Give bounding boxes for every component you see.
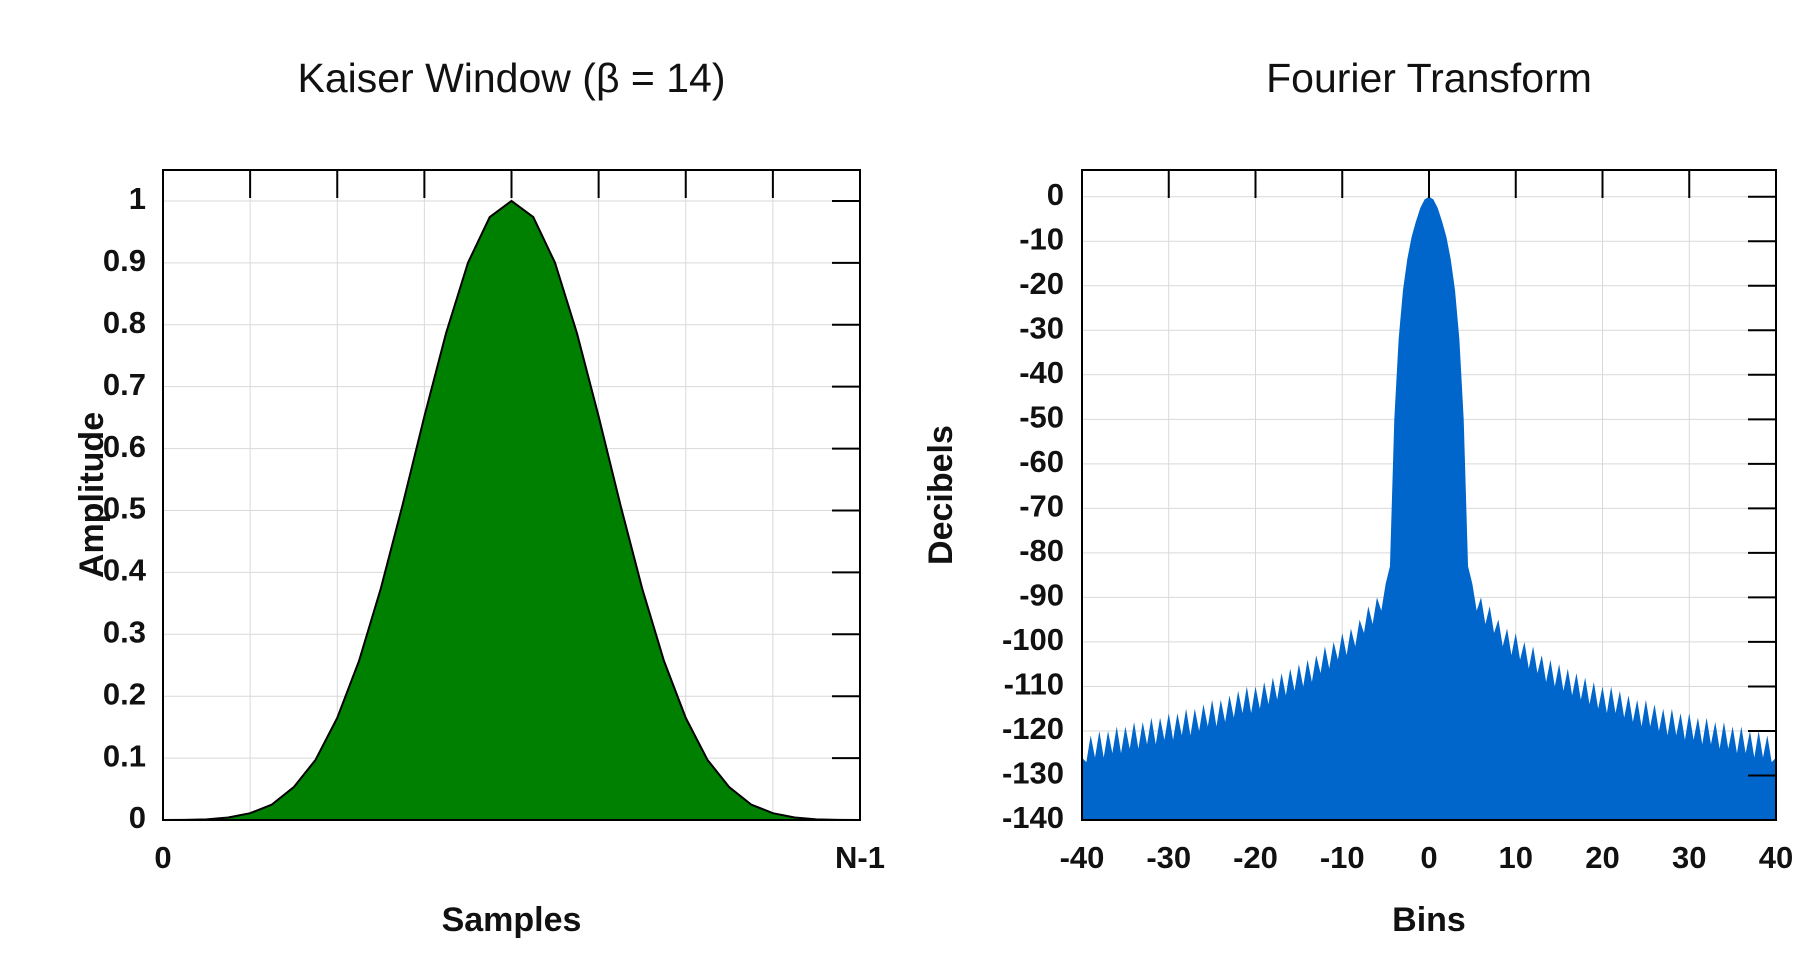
- chart-left: Kaiser Window (β = 14) Samples Amplitude 0 N…: [73, 55, 885, 939]
- y-tick-label: 0.9: [103, 243, 146, 278]
- y-tick-label: 0.4: [103, 553, 147, 588]
- y-tick-label: -30: [1019, 310, 1064, 345]
- x-tick-label: N-1: [835, 840, 885, 875]
- x-tick-label: -20: [1233, 840, 1278, 875]
- frame: [162, 169, 861, 821]
- y-tick-label: -20: [1019, 266, 1064, 301]
- y-tick-label: 0.5: [103, 491, 146, 526]
- x-tick-label: 10: [1499, 840, 1533, 875]
- plot-area: [1082, 196, 1776, 820]
- y-tick-label: -80: [1019, 533, 1064, 568]
- x-axis-label: Samples: [442, 901, 582, 939]
- y-tick-label: -10: [1019, 221, 1064, 256]
- frame: [1081, 169, 1777, 821]
- y-tick-label: -90: [1019, 578, 1064, 613]
- y-tick-label: -40: [1019, 355, 1064, 390]
- plot-area: [162, 199, 861, 821]
- y-tick-label: 0.8: [103, 305, 146, 340]
- plot-border: [1081, 169, 1777, 821]
- area: [162, 199, 861, 821]
- x-tick-label: -30: [1146, 840, 1191, 875]
- y-tick-label: 0: [129, 800, 146, 835]
- plot-border: [162, 169, 861, 821]
- area: [1082, 196, 1776, 820]
- y-tick-label: -100: [1002, 622, 1064, 657]
- x-tick-label: 0: [154, 840, 171, 875]
- x-tick-label: 20: [1585, 840, 1619, 875]
- y-axis-label: Decibels: [922, 425, 960, 565]
- y-tick-label: 0.6: [103, 429, 146, 464]
- x-tick-label: -40: [1060, 840, 1105, 875]
- y-axis-label: Amplitude: [73, 412, 111, 578]
- x-tick-label: 0: [1420, 840, 1437, 875]
- chart-title: Kaiser Window (β = 14): [297, 55, 725, 101]
- y-tick-label: -140: [1002, 800, 1064, 835]
- x-tick-label: 40: [1759, 840, 1793, 875]
- y-tick-label: -130: [1002, 756, 1064, 791]
- y-tick-label: -120: [1002, 711, 1064, 746]
- x-tick-label: -10: [1320, 840, 1365, 875]
- y-tick-label: -110: [1004, 667, 1064, 702]
- y-tick-label: -70: [1019, 489, 1064, 524]
- chart-title: Fourier Transform: [1266, 55, 1592, 101]
- y-tick-label: -60: [1019, 444, 1064, 479]
- x-axis-label: Bins: [1392, 901, 1466, 939]
- y-tick-label: 1: [129, 181, 146, 216]
- y-tick-label: 0.3: [103, 614, 146, 649]
- y-tick-label: 0: [1047, 177, 1064, 212]
- x-tick-label: 30: [1672, 840, 1706, 875]
- chart-right: Fourier Transform Bins Decibels -40 -30 -20 -1…: [922, 55, 1793, 939]
- y-tick-label: 0.7: [103, 367, 146, 402]
- y-tick-label: 0.2: [103, 676, 146, 711]
- y-tick-label: 0.1: [103, 738, 146, 773]
- y-tick-label: -50: [1019, 400, 1064, 435]
